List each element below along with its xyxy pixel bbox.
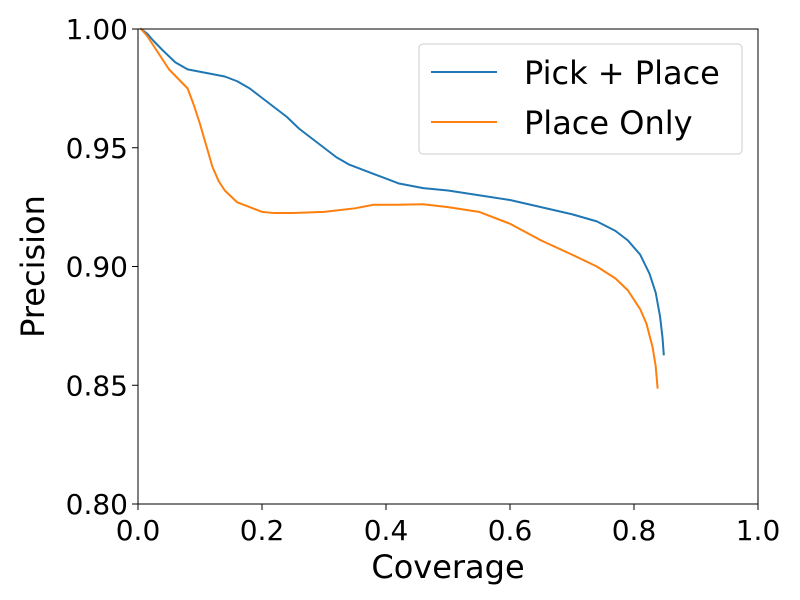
- x-axis-label: Coverage: [371, 548, 524, 586]
- y-axis-label: Precision: [14, 195, 52, 338]
- y-tick-label: 0.80: [66, 488, 128, 521]
- y-tick-label: 1.00: [66, 13, 128, 46]
- x-tick-label: 1.0: [736, 514, 781, 547]
- legend: Pick + Place Place Only: [418, 43, 743, 155]
- x-tick-label: 0.0: [116, 514, 161, 547]
- series-line-pick-place: [139, 27, 665, 356]
- x-tick-label: 0.2: [240, 514, 285, 547]
- y-tick-label: 0.90: [66, 251, 128, 284]
- series-layer: [139, 27, 665, 389]
- x-tick-label: 0.4: [364, 514, 409, 547]
- legend-label-place-only: Place Only: [524, 104, 693, 142]
- legend-box: [418, 43, 743, 155]
- y-tick-label: 0.95: [66, 132, 128, 165]
- series-line-place-only: [139, 27, 659, 389]
- x-tick-label: 0.8: [612, 514, 657, 547]
- plot-frame: [137, 28, 759, 505]
- legend-label-pick-place: Pick + Place: [524, 54, 720, 92]
- ticks-layer: 0.0 0.2 0.4 0.6 0.8 1.0 0.80 0.85 0.90 0.95 1.00: [66, 13, 781, 547]
- y-tick-label: 0.85: [66, 369, 128, 402]
- x-tick-label: 0.6: [488, 514, 533, 547]
